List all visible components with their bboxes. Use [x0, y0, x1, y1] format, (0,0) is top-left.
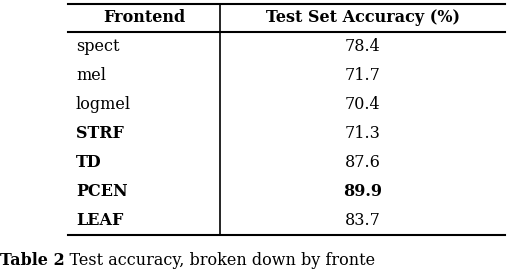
Text: 71.3: 71.3	[345, 125, 380, 142]
Text: TD: TD	[76, 154, 101, 171]
Text: mel: mel	[76, 67, 106, 84]
Text: 89.9: 89.9	[343, 183, 382, 200]
Text: STRF: STRF	[76, 125, 124, 142]
Text: PCEN: PCEN	[76, 183, 127, 200]
Text: 78.4: 78.4	[345, 38, 380, 55]
Text: Test Set Accuracy (%): Test Set Accuracy (%)	[266, 10, 459, 27]
Text: 70.4: 70.4	[345, 96, 380, 113]
Text: LEAF: LEAF	[76, 212, 123, 229]
Text: : Test accuracy, broken down by fronte: : Test accuracy, broken down by fronte	[59, 252, 375, 269]
Text: logmel: logmel	[76, 96, 131, 113]
Text: 83.7: 83.7	[345, 212, 380, 229]
Text: Table 2: Table 2	[0, 252, 65, 269]
Text: 71.7: 71.7	[345, 67, 380, 84]
Text: Frontend: Frontend	[103, 10, 185, 27]
Text: spect: spect	[76, 38, 119, 55]
Text: 87.6: 87.6	[345, 154, 380, 171]
